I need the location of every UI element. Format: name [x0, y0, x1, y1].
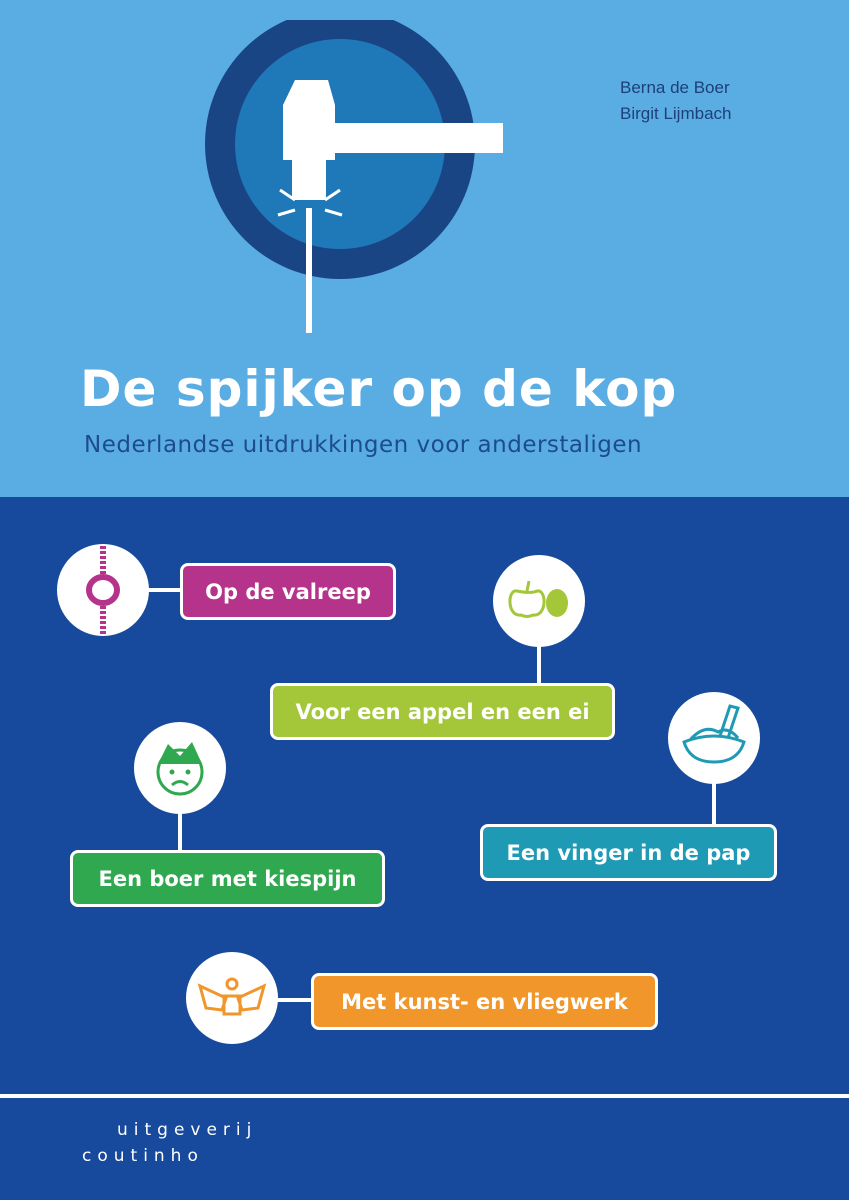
connector [270, 998, 315, 1002]
expression-label: Met kunst- en vliegwerk [311, 973, 658, 1030]
divider [0, 1094, 849, 1098]
hammer-nail-icon [205, 20, 503, 333]
book-subtitle: Nederlandse uitdrukkingen voor anderstal… [84, 432, 643, 458]
connector [712, 775, 716, 827]
sad-face-icon [134, 722, 226, 814]
publisher-line1: uitgeverij [117, 1120, 258, 1140]
author-2: Birgit Lijmbach [620, 104, 732, 123]
expression-label: Voor een appel en een ei [270, 683, 615, 740]
apple-egg-icon [493, 555, 585, 647]
expression-label: Op de valreep [180, 563, 396, 620]
connector [140, 588, 185, 592]
rope-knot-icon [57, 544, 149, 636]
expression-label: Een vinger in de pap [480, 824, 777, 881]
connector [537, 640, 541, 685]
flying-machine-icon [186, 952, 278, 1044]
finger-bowl-icon [668, 692, 760, 784]
connector [178, 805, 182, 853]
expression-label: Een boer met kiespijn [70, 850, 385, 907]
publisher-line2: coutinho [82, 1146, 204, 1166]
book-title: De spijker op de kop [80, 360, 678, 418]
author-1: Berna de Boer [620, 78, 730, 97]
